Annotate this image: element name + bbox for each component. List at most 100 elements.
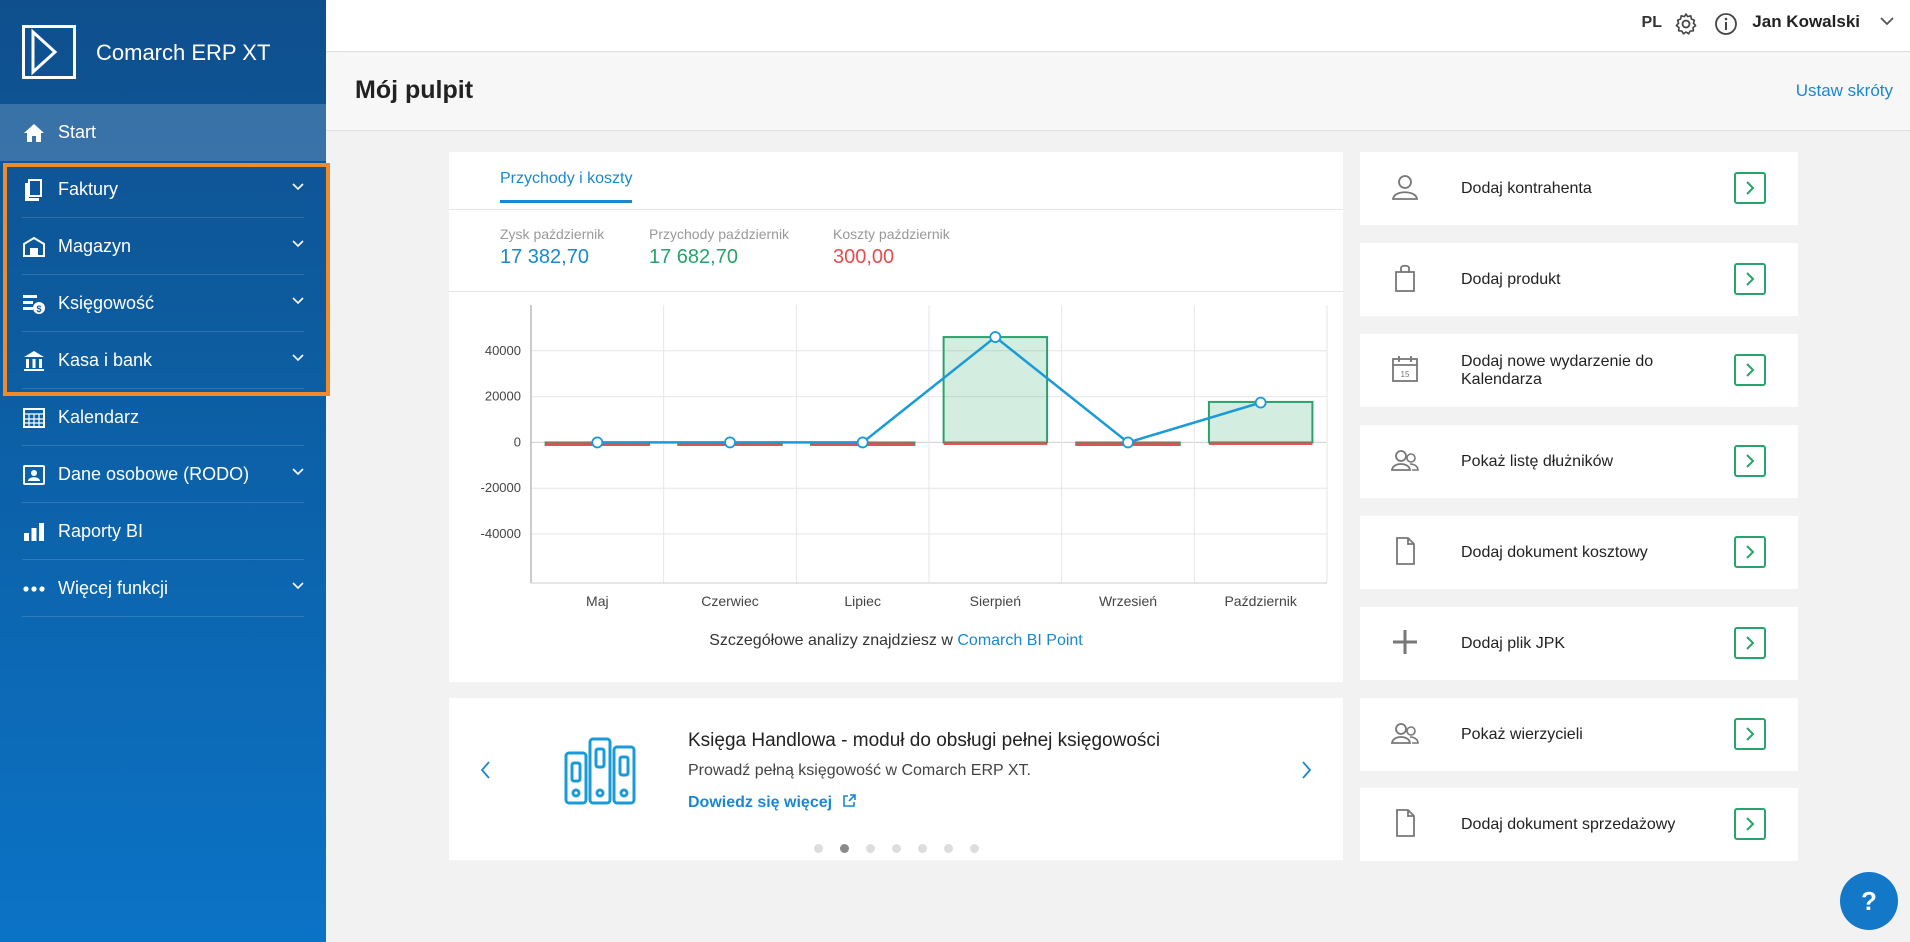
chevron-down-icon	[292, 183, 304, 191]
chevron-down-icon[interactable]	[1880, 17, 1894, 26]
divider	[22, 388, 304, 389]
revenue-costs-chart: 40000 20000 0 -20000 -40000 Maj Czerwiec Lipiec…	[481, 305, 1328, 609]
sidebar-item-magazyn[interactable]: Magazyn	[0, 218, 326, 275]
action-go-button[interactable]	[1734, 808, 1766, 840]
action-dodaj-plik-jpk[interactable]: Dodaj plik JPK	[1360, 607, 1798, 680]
help-button[interactable]: ?	[1840, 872, 1898, 930]
more-dots-icon	[22, 577, 46, 601]
sidebar-item-label: Księgowość	[58, 293, 155, 313]
promo-carousel: Księga Handlowa - moduł do obsługi pełne…	[449, 698, 1343, 860]
divider	[22, 331, 304, 332]
action-dodaj-produkt[interactable]: Dodaj produkt	[1360, 243, 1798, 316]
sidebar-item-label: Start	[58, 122, 97, 142]
stat-value: 300,00	[833, 246, 895, 268]
action-label: Dodaj produkt	[1461, 270, 1561, 288]
action-wierzyciele[interactable]: Pokaż wierzycieli	[1360, 698, 1798, 771]
learn-more-link[interactable]: Dowiedz się więcej	[688, 794, 856, 812]
x-tick-label: Czerwiec	[701, 593, 759, 609]
carousel-dot[interactable]	[944, 844, 953, 853]
tab-przychody-i-koszty[interactable]: Przychody i koszty	[500, 170, 633, 203]
action-label: Dodaj plik JPK	[1461, 634, 1566, 652]
app-name: Comarch ERP XT	[96, 39, 271, 65]
topbar: PL Jan Kowalski	[326, 0, 1910, 52]
accounting-icon: $	[22, 292, 46, 316]
sidebar-item-ksiegowosc[interactable]: $ Księgowość	[0, 275, 326, 332]
sidebar-item-dane-osobowe[interactable]: Dane osobowe (RODO)	[0, 446, 326, 503]
profit-point	[724, 436, 736, 449]
people-icon	[1390, 723, 1419, 744]
y-tick-label: -20000	[481, 480, 521, 495]
sidebar-item-label: Kalendarz	[58, 407, 140, 427]
stats-row: Zysk październik 17 382,70 Przychody paź…	[449, 210, 1343, 292]
action-dodaj-wydarzenie[interactable]: 15 Dodaj nowe wydarzenie do Kalendarza	[1360, 334, 1798, 407]
chevron-down-icon	[292, 297, 304, 305]
action-lista-dluznikow[interactable]: Pokaż listę dłużników	[1360, 425, 1798, 498]
chevron-right-icon[interactable]	[1301, 760, 1313, 780]
info-icon[interactable]	[1714, 12, 1738, 41]
action-go-button[interactable]	[1734, 445, 1766, 477]
carousel-dot[interactable]	[918, 844, 927, 853]
sidebar-item-label: Więcej funkcji	[58, 578, 169, 598]
chart-note: Szczegółowe analizy znajdziesz w Comarch…	[449, 632, 1343, 650]
sidebar: Comarch ERP XT Start Faktury Magazyn $ K…	[0, 0, 326, 942]
gear-icon[interactable]	[1674, 12, 1698, 41]
action-dokument-kosztowy[interactable]: Dodaj dokument kosztowy	[1360, 516, 1798, 589]
sidebar-item-label: Dane osobowe (RODO)	[58, 464, 250, 484]
bar	[1208, 442, 1313, 445]
svg-text:15: 15	[1401, 370, 1410, 379]
user-menu[interactable]: Jan Kowalski	[1752, 12, 1860, 31]
chevron-left-icon[interactable]	[479, 760, 491, 780]
document-icon	[1396, 809, 1415, 837]
sidebar-item-label: Faktury	[58, 179, 119, 199]
external-link-icon	[842, 794, 856, 807]
chevron-right-icon	[1746, 817, 1755, 831]
action-go-button[interactable]	[1734, 536, 1766, 568]
carousel-dot[interactable]	[814, 844, 823, 853]
action-go-button[interactable]	[1734, 354, 1766, 386]
home-icon	[22, 121, 46, 145]
divider	[22, 559, 304, 560]
sidebar-item-kalendarz[interactable]: Kalendarz	[0, 389, 326, 446]
action-go-button[interactable]	[1734, 627, 1766, 659]
action-dokument-sprzedazowy[interactable]: Dodaj dokument sprzedażowy	[1360, 788, 1798, 861]
tab-bar: Przychody i koszty	[449, 152, 1343, 210]
sidebar-item-wiecej-funkcji[interactable]: Więcej funkcji	[0, 560, 326, 617]
profit-point	[856, 436, 869, 449]
svg-text:$: $	[36, 304, 41, 314]
carousel-dot[interactable]	[970, 844, 979, 853]
stat-label: Zysk październik	[500, 226, 605, 242]
app-logo[interactable]: Comarch ERP XT	[0, 0, 326, 104]
divider	[22, 445, 304, 446]
person-icon	[1391, 175, 1419, 200]
revenue-costs-card: Przychody i koszty Zysk październik 17 3…	[449, 152, 1343, 682]
action-label: Dodaj dokument kosztowy	[1461, 543, 1648, 561]
carousel-dot[interactable]	[892, 844, 901, 853]
x-tick-label: Maj	[586, 593, 609, 609]
stat-label: Przychody październik	[649, 226, 790, 242]
language-switch[interactable]: PL	[1641, 14, 1662, 31]
carousel-dot[interactable]	[866, 844, 875, 853]
chevron-down-icon	[292, 582, 304, 590]
bi-point-link[interactable]: Comarch BI Point	[957, 632, 1083, 649]
divider	[22, 274, 304, 275]
stat-value: 17 382,70	[500, 246, 589, 268]
sidebar-item-label: Kasa i bank	[58, 350, 153, 370]
action-go-button[interactable]	[1734, 263, 1766, 295]
sidebar-item-start[interactable]: Start	[0, 104, 326, 161]
divider	[22, 502, 304, 503]
sidebar-item-faktury[interactable]: Faktury	[0, 161, 326, 218]
action-go-button[interactable]	[1734, 718, 1766, 750]
bank-icon	[22, 349, 46, 373]
action-go-button[interactable]	[1734, 172, 1766, 204]
sidebar-item-kasa-i-bank[interactable]: Kasa i bank	[0, 332, 326, 389]
sidebar-item-label: Raporty BI	[58, 521, 144, 541]
chevron-right-icon	[1746, 272, 1755, 286]
action-dodaj-kontrahenta[interactable]: Dodaj kontrahenta	[1360, 152, 1798, 225]
chevron-down-icon	[292, 354, 304, 362]
chevron-right-icon	[1746, 454, 1755, 468]
set-shortcuts-link[interactable]: Ustaw skróty	[1795, 81, 1893, 100]
sidebar-item-raporty-bi[interactable]: Raporty BI	[0, 503, 326, 560]
carousel-dot-active[interactable]	[840, 844, 849, 853]
page-header: Mój pulpit Ustaw skróty	[326, 53, 1910, 131]
carousel-dots	[449, 840, 1343, 858]
